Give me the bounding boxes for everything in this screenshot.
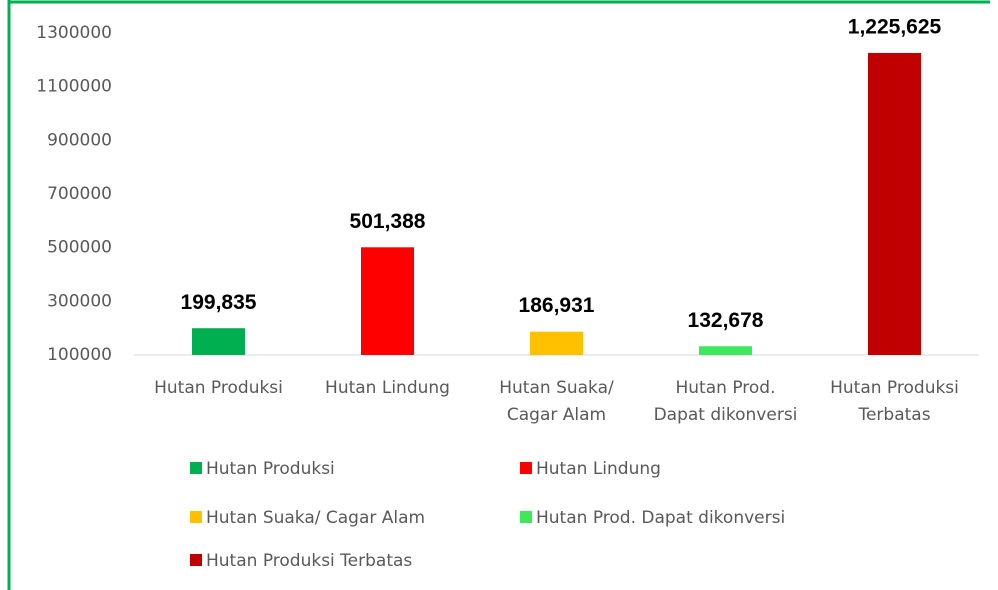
- legend-swatch: [520, 462, 532, 474]
- legend-label: Hutan Suaka/ Cagar Alam: [206, 508, 425, 528]
- y-tick-label: 1300000: [36, 23, 112, 43]
- value-label: 501,388: [350, 210, 426, 233]
- legend-label: Hutan Produksi Terbatas: [206, 551, 412, 571]
- bar: [192, 328, 245, 355]
- x-tick-label: Hutan Produksi: [154, 378, 283, 398]
- value-label: 199,835: [181, 291, 257, 314]
- y-tick-label: 700000: [47, 184, 112, 204]
- legend-label: Hutan Prod. Dapat dikonversi: [536, 508, 785, 528]
- x-tick-label: Hutan Produksi Terbatas: [830, 378, 959, 425]
- bar: [530, 331, 583, 355]
- y-tick-label: 500000: [47, 238, 112, 258]
- bar: [699, 346, 752, 355]
- legend-swatch: [190, 554, 202, 566]
- x-tick-label: Hutan Suaka/ Cagar Alam: [499, 378, 614, 425]
- x-tick-label: Hutan Lindung: [325, 378, 450, 398]
- legend-swatch: [190, 462, 202, 474]
- legend-swatch: [190, 511, 202, 523]
- x-tick-label: Hutan Prod. Dapat dikonversi: [653, 378, 798, 425]
- bar: [361, 247, 414, 355]
- value-label: 1,225,625: [848, 16, 942, 39]
- legend-label: Hutan Produksi: [206, 459, 335, 479]
- legend-swatch: [520, 511, 532, 523]
- y-tick-label: 100000: [47, 345, 112, 365]
- legend-label: Hutan Lindung: [536, 459, 661, 479]
- y-tick-label: 1100000: [36, 77, 112, 97]
- y-tick-label: 300000: [47, 291, 112, 311]
- value-label: 132,678: [688, 309, 764, 332]
- value-label: 186,931: [519, 294, 595, 317]
- bar: [868, 52, 921, 356]
- y-tick-label: 900000: [47, 130, 112, 150]
